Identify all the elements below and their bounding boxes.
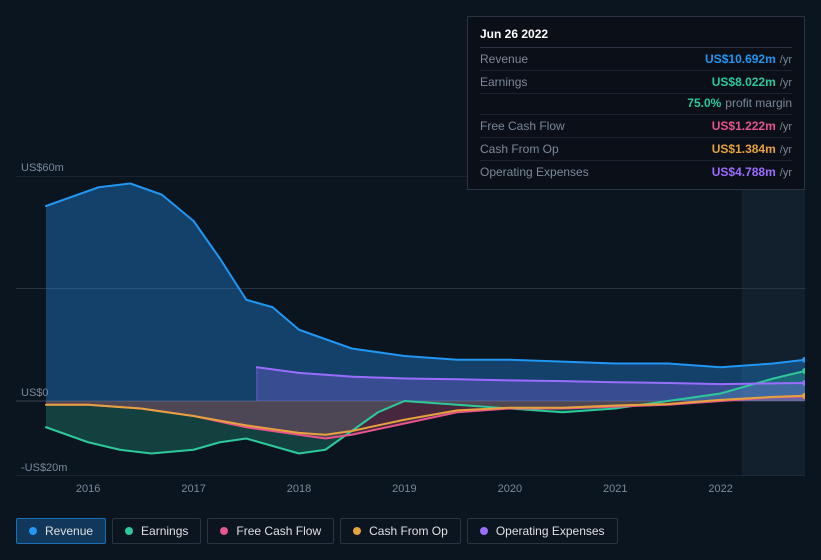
x-axis: 2016 2017 2018 2019 2020 2021 2022: [16, 480, 805, 498]
legend-item-revenue[interactable]: Revenue: [16, 518, 106, 544]
financials-chart: US$60mUS$0-US$20m 2016201720182019202020…: [16, 158, 805, 498]
chart-plot-area[interactable]: [16, 176, 805, 476]
legend-label: Operating Expenses: [496, 524, 605, 538]
chart-tooltip: Jun 26 2022 Revenue US$10.692m/yr Earnings…: [467, 16, 805, 190]
tooltip-metric-value: US$1.384m/yr: [712, 142, 792, 156]
x-axis-label: 2017: [181, 483, 205, 495]
tooltip-metric-label: Earnings: [480, 75, 527, 89]
tooltip-metric-value: US$8.022m/yr: [712, 75, 792, 89]
legend-item-earnings[interactable]: Earnings: [112, 518, 201, 544]
tooltip-metric-label: Revenue: [480, 52, 528, 66]
legend-swatch: [220, 527, 228, 535]
x-axis-label: 2020: [498, 483, 522, 495]
legend-label: Revenue: [45, 524, 93, 538]
legend-item-operating-expenses[interactable]: Operating Expenses: [467, 518, 618, 544]
legend-label: Cash From Op: [369, 524, 448, 538]
tooltip-metric-value: US$10.692m/yr: [705, 52, 792, 66]
x-axis-label: 2021: [603, 483, 627, 495]
tooltip-row: Free Cash Flow US$1.222m/yr: [480, 115, 792, 138]
tooltip-metric-label: Free Cash Flow: [480, 119, 565, 133]
tooltip-metric-value: US$4.788m/yr: [712, 165, 792, 179]
tooltip-metric-label: Operating Expenses: [480, 165, 589, 179]
legend-swatch: [125, 527, 133, 535]
legend-label: Free Cash Flow: [236, 524, 321, 538]
legend-swatch: [353, 527, 361, 535]
legend-swatch: [480, 527, 488, 535]
tooltip-row: Cash From Op US$1.384m/yr: [480, 138, 792, 161]
x-axis-label: 2019: [392, 483, 416, 495]
legend-item-cash-from-op[interactable]: Cash From Op: [340, 518, 461, 544]
legend-swatch: [29, 527, 37, 535]
tooltip-row: Revenue US$10.692m/yr: [480, 48, 792, 71]
y-axis-label: US$60m: [21, 162, 64, 174]
legend-item-free-cash-flow[interactable]: Free Cash Flow: [207, 518, 334, 544]
tooltip-date: Jun 26 2022: [480, 27, 792, 48]
tooltip-row: Earnings US$8.022m/yr: [480, 71, 792, 94]
tooltip-row: Operating Expenses US$4.788m/yr: [480, 161, 792, 183]
tooltip-metric-label: Cash From Op: [480, 142, 559, 156]
x-axis-label: 2022: [708, 483, 732, 495]
legend-label: Earnings: [141, 524, 188, 538]
tooltip-sub-row: 75.0%profit margin: [480, 94, 792, 115]
x-axis-label: 2018: [287, 483, 311, 495]
chart-legend: Revenue Earnings Free Cash Flow Cash From O…: [16, 518, 618, 544]
x-axis-label: 2016: [76, 483, 100, 495]
tooltip-metric-value: US$1.222m/yr: [712, 119, 792, 133]
